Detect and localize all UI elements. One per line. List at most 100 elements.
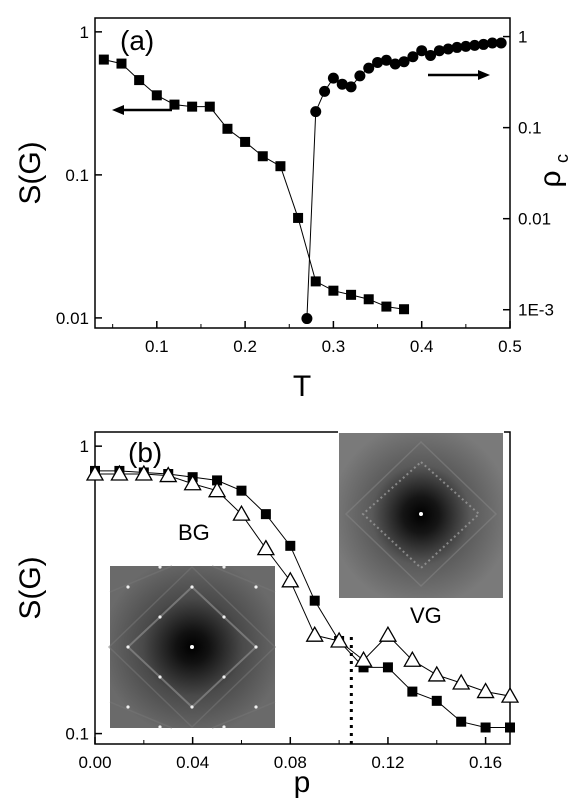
y-tick-label: 1 [80, 437, 89, 456]
y-tick-label: 1 [80, 23, 89, 42]
series-rho-point [389, 58, 401, 70]
series-rho-point [433, 45, 445, 57]
series-sg-point [116, 58, 127, 69]
x-tick-label: 0.1 [145, 337, 169, 356]
series-open-triangle-point [476, 682, 495, 699]
series-open-triangle-point [159, 466, 178, 483]
series-rho-point [345, 81, 357, 93]
series-rho-point [451, 41, 463, 53]
y-axis-label-right-a: ρ c [534, 154, 572, 188]
series-filled-square-point [236, 485, 247, 496]
series-open-triangle-point [452, 673, 471, 690]
series-filled-square-point [505, 722, 515, 733]
series-open-triangle-point [134, 464, 153, 481]
series-rho-point [354, 70, 366, 82]
series-open-triangle-point [403, 650, 422, 667]
y-right-tick-label: 1 [518, 28, 527, 47]
series-rho-point [372, 56, 384, 68]
series-sg-point [240, 136, 251, 147]
series-sg-line [103, 59, 405, 310]
series-rho-point [495, 37, 507, 49]
series-filled-square-point [212, 475, 223, 486]
series-filled-square-point [260, 509, 271, 520]
series-filled-square-point [358, 662, 369, 673]
series-rho-point [416, 45, 428, 57]
x-tick-label: 0.16 [469, 753, 502, 772]
y-right-tick-label: 0.1 [518, 119, 542, 138]
series-filled-square-point [382, 662, 393, 673]
series-sg-point [381, 301, 392, 312]
series-sg-point [275, 161, 286, 172]
series-rho-point [478, 38, 490, 50]
series-rho-point [336, 78, 348, 90]
series-sg-point [328, 285, 339, 296]
series-sg-point [169, 99, 180, 110]
x-tick-label: 0.04 [176, 753, 209, 772]
x-tick-label: 0.4 [410, 337, 434, 356]
x-axis-label-b: p [294, 766, 311, 799]
series-open-triangle-point [281, 571, 300, 588]
series-sg-point [134, 75, 145, 86]
series-filled-square-point [431, 695, 442, 706]
x-tick-label: 0.08 [274, 753, 307, 772]
series-rho-point [301, 313, 313, 325]
series-open-triangle-point [427, 665, 446, 682]
left-axis-arrow [112, 105, 172, 115]
right-axis-arrow [428, 70, 490, 80]
series-sg-point [399, 304, 410, 315]
x-tick-label: 0.00 [78, 753, 111, 772]
series-open-triangle-point [85, 464, 105, 481]
series-sg-point [187, 101, 198, 112]
series-open-triangle-point [354, 650, 373, 667]
series-open-triangle-point [207, 481, 227, 498]
y-right-tick-label: 1E-3 [518, 301, 554, 320]
inset-image-vortex-glass [339, 432, 503, 598]
series-sg-point [204, 101, 215, 112]
series-open-triangle-point [256, 539, 276, 556]
series-rho-point [398, 56, 410, 68]
series-filled-square-point [285, 540, 296, 551]
series-rho-point [486, 37, 498, 49]
series-sg-point [293, 212, 304, 223]
series-sg-point [222, 123, 233, 134]
plot-frame-a [94, 17, 511, 329]
series-rho-point [442, 43, 454, 55]
series-open-triangle-point [183, 474, 202, 491]
series-rho-point [460, 40, 472, 52]
series-filled-square-point [480, 722, 491, 733]
series-rho-point [407, 51, 419, 63]
series-open-triangle-point [305, 625, 324, 642]
series-rho-point [310, 106, 322, 118]
y-right-tick-label: 0.01 [518, 210, 551, 229]
y-tick-label: 0.1 [65, 725, 89, 744]
series-filled-square-point [309, 595, 320, 606]
series-sg-point [310, 276, 321, 287]
series-open-triangle-point [329, 631, 349, 648]
series-rho-point [469, 39, 481, 51]
series-rho-point [319, 85, 331, 97]
rho-subscript: c [552, 154, 572, 163]
series-rho-point [380, 54, 392, 66]
inset-image-bragg-glass [107, 565, 277, 729]
x-axis-label-a: T [293, 370, 311, 403]
series-sg-point [98, 54, 109, 65]
panel-label-b: (b) [128, 437, 162, 468]
y-tick-label: 0.01 [56, 309, 89, 328]
series-open-triangle-point [378, 625, 398, 642]
series-open-triangle-point [232, 504, 251, 521]
annotation-bg: BG [178, 520, 210, 545]
series-sg-point [346, 289, 357, 300]
panel-b: 0.00 0.04 0.08 0.12 0.16 0.1 1 (b) BG VG p S(… [14, 431, 520, 799]
series-filled-square-point [407, 686, 418, 697]
panel-label-a: (a) [120, 25, 154, 56]
series-sg-point [363, 294, 374, 305]
x-tick-label: 0.5 [498, 337, 522, 356]
series-rho-line [306, 42, 502, 319]
series-sg-point [151, 90, 162, 101]
series-open-triangle-point [500, 686, 520, 703]
annotation-vg: VG [410, 603, 442, 628]
series-sg-point [257, 151, 268, 162]
series-rho-point [327, 72, 339, 84]
y-axis-label-a: S(G) [14, 141, 47, 204]
plot-frame-b [94, 431, 511, 745]
